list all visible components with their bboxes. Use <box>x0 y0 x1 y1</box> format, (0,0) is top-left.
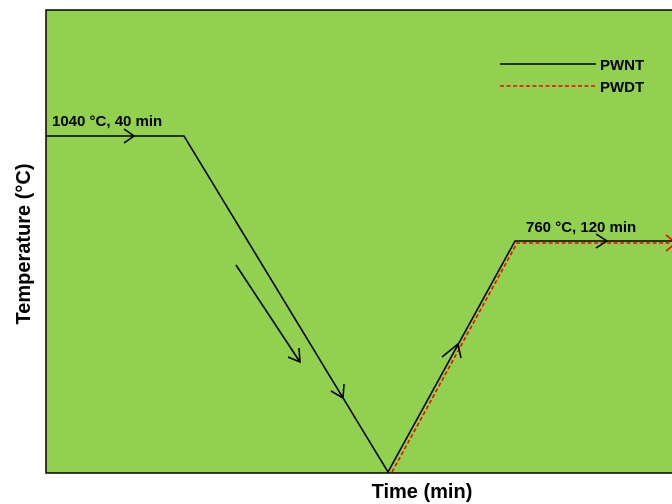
pwnt-profile-line <box>46 135 672 473</box>
cooling-arrow-shaft <box>235 264 301 363</box>
y-axis-label: Temperature (°C) <box>13 164 35 325</box>
pwdt-profile-line <box>391 242 672 473</box>
legend: PWNT PWDT <box>500 57 644 96</box>
pwdt-arrow-icon <box>665 234 672 252</box>
cooling-arrow-icon <box>287 347 301 364</box>
solution-hold-arrow-icon <box>123 128 136 144</box>
legend-pwnt-label: PWNT <box>600 57 644 74</box>
cooling-line-arrow-icon <box>330 383 345 400</box>
aging-hold-arrow-icon <box>595 233 609 249</box>
x-axis-label: Time (min) <box>372 481 473 503</box>
legend-pwdt-label: PWDT <box>600 79 644 96</box>
aging-treatment-label: 760 °C, 120 min <box>526 219 636 236</box>
heating-arrow-icon <box>441 342 462 359</box>
solution-treatment-label: 1040 °C, 40 min <box>52 113 162 130</box>
